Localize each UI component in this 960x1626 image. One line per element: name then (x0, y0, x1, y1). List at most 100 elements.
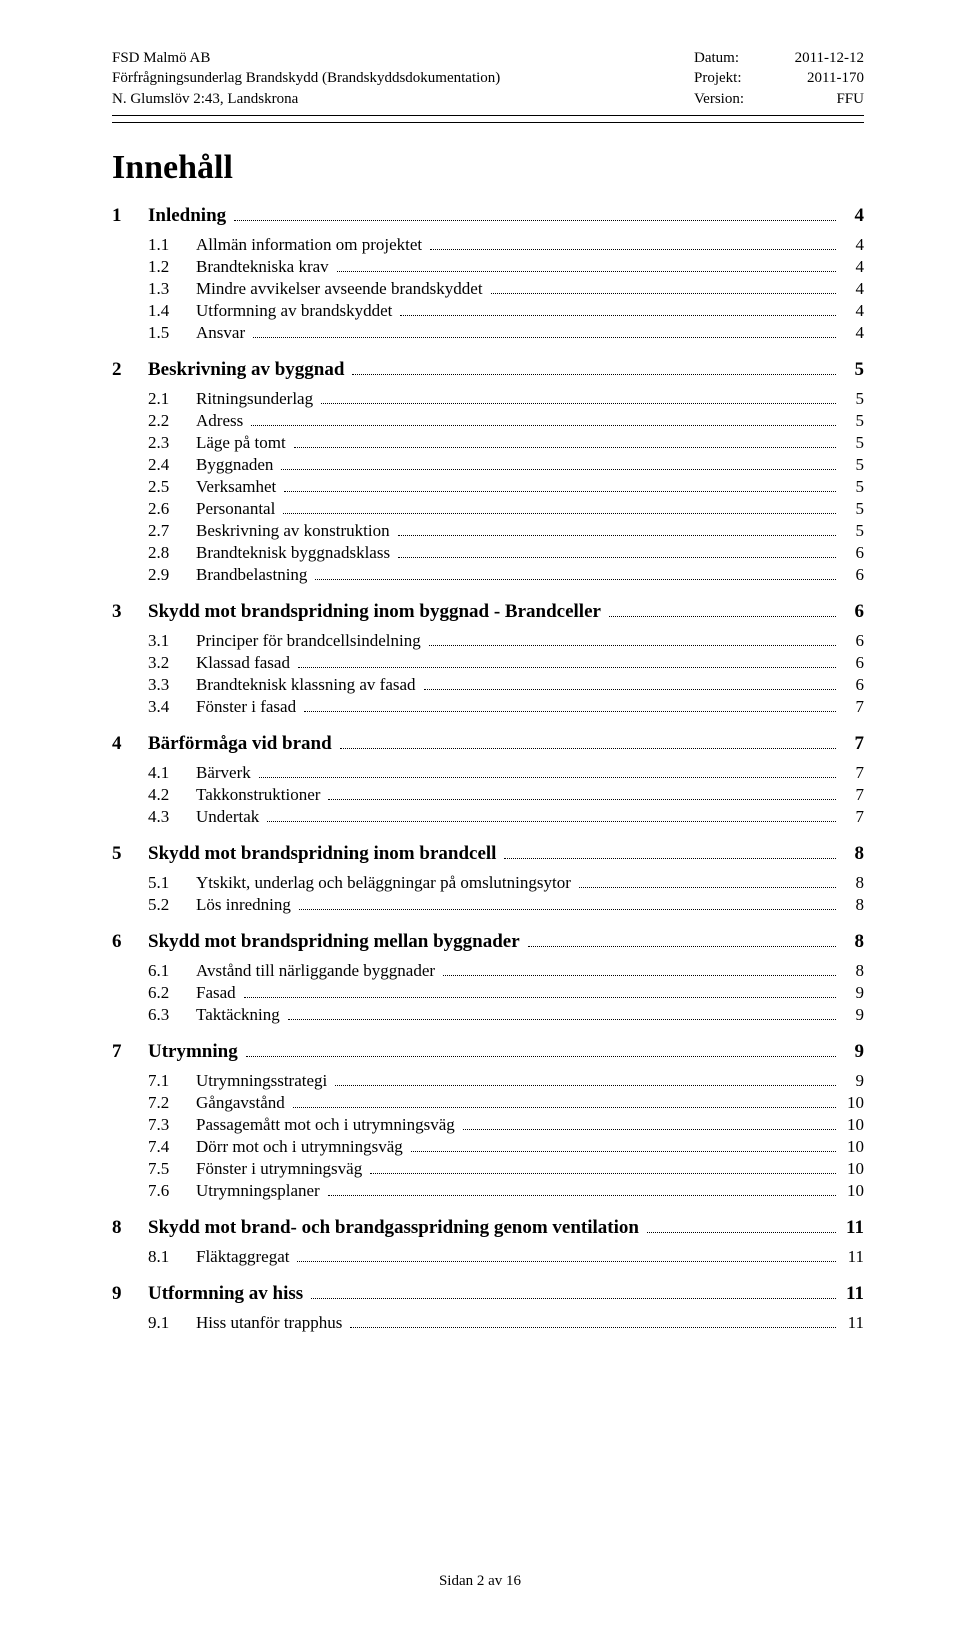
toc-page-number: 6 (840, 631, 864, 651)
toc-number: 2.8 (148, 543, 196, 563)
toc-page-number: 10 (840, 1159, 864, 1179)
header-row-1: FSD Malmö AB Datum: 2011-12-12 (112, 48, 864, 68)
toc-entry: 7.5Fönster i utrymningsväg10 (148, 1159, 864, 1179)
toc-entry: 2.7Beskrivning av konstruktion5 (148, 521, 864, 541)
toc-text: Fasad (196, 983, 240, 1003)
toc-page-number: 5 (840, 455, 864, 475)
toc-number: 7.3 (148, 1115, 196, 1135)
toc-entry: 3.4Fönster i fasad7 (148, 697, 864, 717)
toc-leader (424, 689, 836, 690)
toc-leader (234, 220, 836, 221)
toc-page-number: 7 (840, 697, 864, 717)
toc-text: Takkonstruktioner (196, 785, 324, 805)
toc-number: 3.3 (148, 675, 196, 695)
toc-text: Taktäckning (196, 1005, 284, 1025)
toc-number: 1.4 (148, 301, 196, 321)
toc-leader (491, 293, 836, 294)
toc-text: Allmän information om projektet (196, 235, 426, 255)
header-right-2: Projekt: 2011-170 (694, 68, 864, 88)
toc-entry: 6.1Avstånd till närliggande byggnader8 (148, 961, 864, 981)
toc-number: 2.4 (148, 455, 196, 475)
toc-number: 4.1 (148, 763, 196, 783)
toc-number: 4 (112, 733, 148, 755)
toc-number: 1 (112, 205, 148, 227)
toc-page-number: 6 (840, 601, 864, 623)
toc-page-number: 9 (840, 1041, 864, 1063)
toc-entry: 5.2Lös inredning8 (148, 895, 864, 915)
toc-entry: 6.3Taktäckning9 (148, 1005, 864, 1025)
toc-text: Fläktaggregat (196, 1247, 293, 1267)
toc-entry: 2Beskrivning av byggnad5 (112, 359, 864, 381)
toc-leader (297, 1261, 836, 1262)
toc-entry: 7.6Utrymningsplaner10 (148, 1181, 864, 1201)
header-project-label: Projekt: (694, 68, 764, 88)
toc-text: Personantal (196, 499, 279, 519)
toc-leader (398, 557, 836, 558)
toc-text: Brandtekniska krav (196, 257, 333, 277)
toc-text: Beskrivning av konstruktion (196, 521, 394, 541)
toc-number: 3.1 (148, 631, 196, 651)
toc-leader (293, 1107, 836, 1108)
toc-entry: 6Skydd mot brandspridning mellan byggnad… (112, 931, 864, 953)
toc-number: 9.1 (148, 1313, 196, 1333)
toc-number: 1.5 (148, 323, 196, 343)
toc-entry: 3.3Brandteknisk klassning av fasad6 (148, 675, 864, 695)
header-right-3: Version: FFU (694, 89, 864, 109)
toc-text: Skydd mot brandspridning mellan byggnade… (148, 931, 524, 953)
toc-page-number: 10 (840, 1115, 864, 1135)
toc-text: Ytskikt, underlag och beläggningar på om… (196, 873, 575, 893)
header-row-3: N. Glumslöv 2:43, Landskrona Version: FF… (112, 89, 864, 109)
toc-entry: 7.3Passagemått mot och i utrymningsväg10 (148, 1115, 864, 1135)
toc-entry: 4.1Bärverk7 (148, 763, 864, 783)
toc-entry: 2.4Byggnaden5 (148, 455, 864, 475)
toc-text: Brandbelastning (196, 565, 311, 585)
toc-entry: 2.5Verksamhet5 (148, 477, 864, 497)
toc-leader (647, 1232, 836, 1233)
toc-number: 2.5 (148, 477, 196, 497)
toc-number: 2 (112, 359, 148, 381)
toc-entry: 7.2Gångavstånd10 (148, 1093, 864, 1113)
toc-page-number: 8 (840, 873, 864, 893)
header-date-value: 2011-12-12 (764, 48, 864, 68)
toc-page-number: 8 (840, 895, 864, 915)
toc-page-number: 7 (840, 785, 864, 805)
toc-leader (370, 1173, 836, 1174)
toc-text: Brandteknisk byggnadsklass (196, 543, 394, 563)
header-right-1: Datum: 2011-12-12 (694, 48, 864, 68)
toc-number: 4.2 (148, 785, 196, 805)
toc-page-number: 5 (840, 499, 864, 519)
toc-page-number: 7 (840, 807, 864, 827)
toc-leader (528, 946, 836, 947)
toc-page-number: 6 (840, 543, 864, 563)
toc-page-number: 10 (840, 1093, 864, 1113)
toc-number: 7.6 (148, 1181, 196, 1201)
page-footer: Sidan 2 av 16 (0, 1573, 960, 1590)
toc-number: 3 (112, 601, 148, 623)
toc-leader (463, 1129, 836, 1130)
toc-entry: 3.2Klassad fasad6 (148, 653, 864, 673)
toc-leader (299, 909, 836, 910)
toc-text: Utrymning (148, 1041, 242, 1063)
header-project-value: 2011-170 (764, 68, 864, 88)
toc-number: 8.1 (148, 1247, 196, 1267)
toc-entry: 1.2Brandtekniska krav4 (148, 257, 864, 277)
toc-leader (430, 249, 836, 250)
toc-entry: 2.6Personantal5 (148, 499, 864, 519)
toc-number: 2.7 (148, 521, 196, 541)
toc-entry: 5.1Ytskikt, underlag och beläggningar på… (148, 873, 864, 893)
toc-leader (311, 1298, 836, 1299)
toc-text: Skydd mot brand- och brandgasspridning g… (148, 1217, 643, 1239)
toc-leader (579, 887, 836, 888)
toc-leader (244, 997, 836, 998)
toc-number: 2.3 (148, 433, 196, 453)
toc-text: Gångavstånd (196, 1093, 289, 1113)
toc-text: Undertak (196, 807, 263, 827)
header-version-value: FFU (764, 89, 864, 109)
toc-number: 2.1 (148, 389, 196, 409)
toc-page-number: 5 (840, 411, 864, 431)
toc-leader (253, 337, 836, 338)
page-title: Innehåll (112, 149, 864, 187)
toc-leader (400, 315, 836, 316)
toc-leader (246, 1056, 836, 1057)
toc-page-number: 4 (840, 301, 864, 321)
